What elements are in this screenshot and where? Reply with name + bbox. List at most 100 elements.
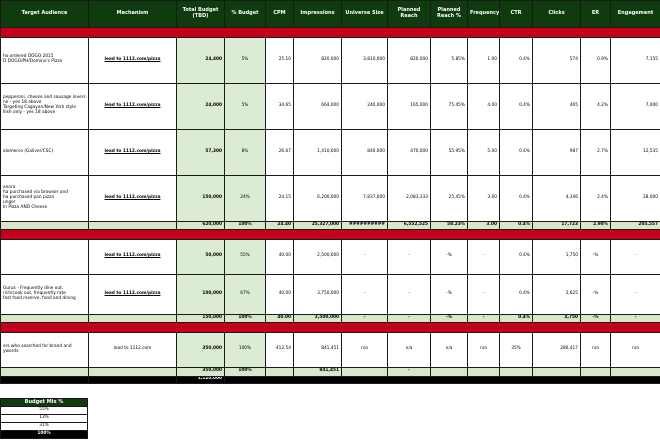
- total-pct[interactable]: 100%: [224, 367, 266, 377]
- total-pct[interactable]: 100%: [224, 220, 266, 231]
- cell-cpm[interactable]: 24.15: [265, 174, 294, 222]
- cell-budget[interactable]: 350,000: [176, 331, 225, 369]
- total-er[interactable]: 2.98%: [580, 220, 611, 231]
- cell-mechanism[interactable]: lead to 1112.com: [88, 331, 177, 369]
- cell-mechanism-link[interactable]: lead to 1112.com/pizza: [88, 174, 177, 222]
- cell-reach[interactable]: 2,083,333: [387, 174, 431, 222]
- cell-pct[interactable]: 100%: [224, 331, 266, 369]
- cell-impressions[interactable]: 841,451: [293, 331, 342, 369]
- cell-audience[interactable]: [0, 238, 89, 276]
- cell-ctr[interactable]: 0.4%: [499, 82, 533, 130]
- cell-engagement[interactable]: n/a: [610, 331, 660, 369]
- cell-ctr[interactable]: 35%: [499, 331, 533, 369]
- cell-clicks[interactable]: 574: [532, 36, 581, 84]
- total-cpm[interactable]: 40.00: [265, 313, 294, 324]
- cell-engagement[interactable]: -: [610, 274, 660, 315]
- cell-pct[interactable]: 8%: [224, 128, 266, 176]
- cell-frequency[interactable]: 1.00: [467, 36, 500, 84]
- cell-budget[interactable]: 50,000: [176, 238, 225, 276]
- cell-reach[interactable]: 470,000: [387, 128, 431, 176]
- cell-cpm[interactable]: 34.65: [265, 82, 294, 130]
- header-er[interactable]: ER: [580, 0, 611, 29]
- cell-reach-pct[interactable]: n/a: [430, 331, 468, 369]
- header-ctr[interactable]: CTR: [499, 0, 533, 29]
- cell-reach[interactable]: n/a: [387, 331, 431, 369]
- header-target-audience[interactable]: Target Audience: [0, 0, 89, 29]
- cell-cpm[interactable]: 40.00: [265, 274, 294, 315]
- cell-cpm[interactable]: 40.00: [265, 238, 294, 276]
- cell-pct[interactable]: 55%: [224, 238, 266, 276]
- total-reach[interactable]: 6,552,525: [387, 220, 431, 231]
- cell-er[interactable]: 4.2%: [580, 82, 611, 130]
- cell-universe[interactable]: -: [341, 238, 388, 276]
- cell-mechanism-link[interactable]: lead to 1112.com/pizza: [88, 274, 177, 315]
- cell-engagement[interactable]: 28,000: [610, 174, 660, 222]
- cell-er[interactable]: 2.7%: [580, 128, 611, 176]
- header-frequency[interactable]: Frequency: [467, 0, 500, 29]
- total-budget[interactable]: 150,000: [176, 313, 225, 324]
- cell-budget[interactable]: 24,000: [176, 82, 225, 130]
- cell-frequency[interactable]: -: [467, 274, 500, 315]
- cell-frequency[interactable]: 3.00: [467, 174, 500, 222]
- cell-reach-pct[interactable]: 5.85%: [430, 36, 468, 84]
- total-budget[interactable]: 620,000: [176, 220, 225, 231]
- total-impressions[interactable]: 841,451: [293, 367, 342, 377]
- header-planned-reach-pct[interactable]: Planned Reach %: [430, 0, 468, 29]
- cell-mechanism-link[interactable]: lead to 1112.com/pizza: [88, 82, 177, 130]
- cell-ctr[interactable]: 0.4%: [499, 274, 533, 315]
- budget-mix-value[interactable]: 55%: [0, 406, 88, 415]
- cell-audience[interactable]: ers who searched for brand and ywords: [0, 331, 89, 369]
- cell-reach-pct[interactable]: -%: [430, 238, 468, 276]
- total-universe[interactable]: -: [341, 313, 388, 324]
- cell-clicks[interactable]: 4,346: [532, 174, 581, 222]
- total-engagement[interactable]: -: [610, 313, 660, 324]
- cell-reach[interactable]: 165,000: [387, 82, 431, 130]
- grand-total-budget[interactable]: 1,120,000: [176, 375, 225, 385]
- cell-universe[interactable]: n/a: [341, 331, 388, 369]
- cell-clicks[interactable]: 465: [532, 82, 581, 130]
- header-pct-budget[interactable]: % Budget: [224, 0, 266, 29]
- cell-budget[interactable]: 150,000: [176, 174, 225, 222]
- cell-mechanism-link[interactable]: lead to 1112.com/pizza: [88, 128, 177, 176]
- cell-audience[interactable]: pepperoni, cheese and sausage lovers ne -…: [0, 82, 89, 130]
- total-ctr[interactable]: 0.4%: [499, 313, 533, 324]
- cell-frequency[interactable]: -: [467, 238, 500, 276]
- cell-clicks[interactable]: 2,625: [532, 274, 581, 315]
- cell-clicks[interactable]: 280,417: [532, 331, 581, 369]
- cell-reach-pct[interactable]: -%: [430, 274, 468, 315]
- cell-reach[interactable]: -: [387, 238, 431, 276]
- budget-mix-header[interactable]: Budget Mix %: [0, 398, 88, 407]
- cell-engagement[interactable]: 12,535: [610, 128, 660, 176]
- budget-mix-value[interactable]: 13%: [0, 414, 88, 423]
- header-universe-size[interactable]: Universe Size: [341, 0, 388, 29]
- cell-reach[interactable]: 820,000: [387, 36, 431, 84]
- cell-impressions[interactable]: 664,000: [293, 82, 342, 130]
- header-planned-reach[interactable]: Planned Reach: [387, 0, 431, 29]
- total-universe[interactable]: ##########: [341, 220, 388, 231]
- total-engagement[interactable]: 205,557: [610, 220, 660, 231]
- cell-engagement[interactable]: -: [610, 238, 660, 276]
- total-frequency[interactable]: 3.00: [467, 220, 500, 231]
- cell-reach-pct[interactable]: 55.95%: [430, 128, 468, 176]
- total-frequency[interactable]: -: [467, 313, 500, 324]
- total-reach[interactable]: -: [387, 367, 431, 377]
- cell-ctr[interactable]: 0.4%: [499, 36, 533, 84]
- cell-impressions[interactable]: 6,200,000: [293, 174, 342, 222]
- total-cpm[interactable]: 24.40: [265, 220, 294, 231]
- header-impressions[interactable]: Impressions: [293, 0, 342, 29]
- cell-mechanism-link[interactable]: lead to 1112.com/pizza: [88, 238, 177, 276]
- cell-cpm[interactable]: 412.54: [265, 331, 294, 369]
- cell-engagement[interactable]: 7,155: [610, 36, 660, 84]
- total-clicks[interactable]: 4,750: [532, 313, 581, 324]
- cell-clicks[interactable]: 1,750: [532, 238, 581, 276]
- total-clicks[interactable]: 17,723: [532, 220, 581, 231]
- cell-impressions[interactable]: 2,500,000: [293, 238, 342, 276]
- cell-er[interactable]: -%: [580, 238, 611, 276]
- cell-universe[interactable]: 840,000: [341, 128, 388, 176]
- cell-reach-pct[interactable]: 25.45%: [430, 174, 468, 222]
- cell-pct[interactable]: 67%: [224, 274, 266, 315]
- cell-impressions[interactable]: 1,410,000: [293, 128, 342, 176]
- cell-audience[interactable]: alomerce (Galiver/CSC): [0, 128, 89, 176]
- cell-universe[interactable]: 3,810,000: [341, 36, 388, 84]
- cell-budget[interactable]: 57,300: [176, 128, 225, 176]
